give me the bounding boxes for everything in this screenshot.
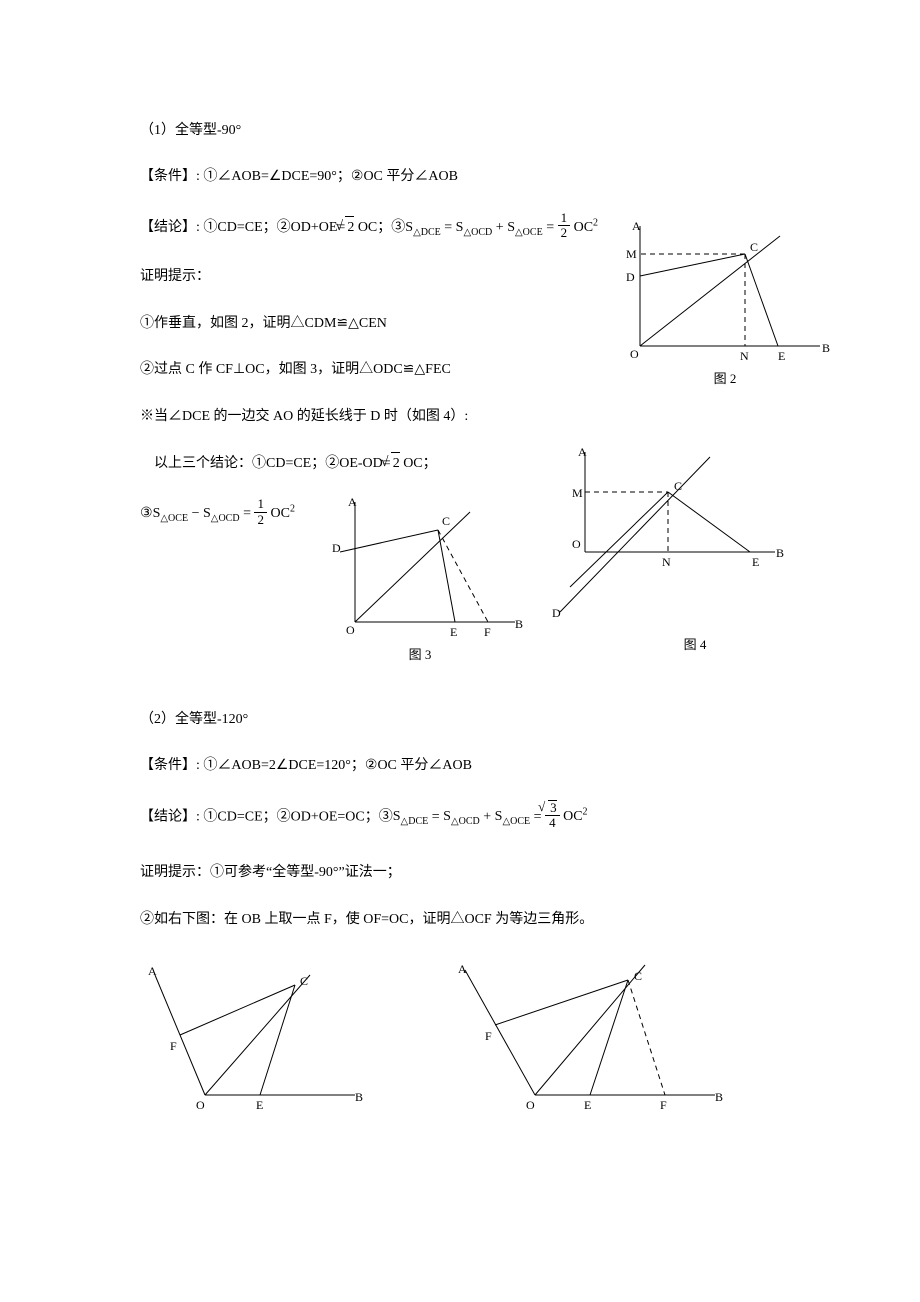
eq3: =: [240, 506, 255, 521]
svg-text:A: A: [458, 962, 467, 976]
figure-3: A D O C E F B 图 3: [310, 492, 530, 663]
section2-proof-2: ②如右下图：在 OB 上取一点 F，使 OF=OC，证明△OCF 为等边三角形。: [140, 909, 800, 931]
minus: −: [188, 506, 203, 521]
svg-text:B: B: [355, 1090, 363, 1104]
section1-heading: （1）全等型-90°: [140, 120, 800, 142]
svg-text:A: A: [148, 964, 157, 978]
eq2: =: [543, 220, 558, 235]
svg-text:E: E: [450, 625, 457, 639]
svg-text:C: C: [750, 240, 758, 254]
figure-4: A M O C N E B D 图 4: [540, 442, 790, 653]
svg-text:C: C: [634, 969, 642, 983]
svg-text:B: B: [515, 617, 523, 631]
oc-squared-3: OC2: [563, 809, 587, 824]
svg-text:O: O: [526, 1098, 535, 1112]
eq: =: [441, 220, 456, 235]
svg-text:E: E: [752, 555, 759, 569]
svg-text:B: B: [715, 1090, 723, 1104]
S-oce-2: S△OCE: [153, 506, 189, 521]
svg-text:F: F: [170, 1039, 177, 1053]
svg-text:M: M: [572, 486, 583, 500]
oc-squared: OC2: [574, 220, 598, 235]
res-label-2: 【结论】:: [140, 809, 200, 824]
res-label: 【结论】:: [140, 220, 200, 235]
svg-text:D: D: [552, 606, 561, 620]
svg-text:E: E: [256, 1098, 263, 1112]
svg-text:M: M: [626, 247, 637, 261]
svg-text:O: O: [346, 623, 355, 637]
svg-text:F: F: [660, 1098, 667, 1112]
S-dce: S△DCE: [405, 220, 441, 235]
svg-text:A: A: [632, 219, 641, 233]
svg-text:A: A: [348, 495, 357, 509]
svg-text:O: O: [572, 537, 581, 551]
svg-text:D: D: [332, 541, 341, 555]
svg-text:N: N: [740, 349, 749, 363]
sqrt2: 2: [345, 216, 354, 239]
svg-text:O: O: [196, 1098, 205, 1112]
svg-text:C: C: [674, 479, 682, 493]
svg-text:B: B: [776, 546, 784, 560]
section2-heading: （2）全等型-120°: [140, 709, 800, 731]
half-frac-2: 12: [254, 497, 267, 527]
res-part1: ①CD=CE；②OD+OE=: [203, 220, 345, 235]
fig3-caption: 图 3: [310, 644, 530, 663]
svg-text:D: D: [626, 270, 635, 284]
S-oce-s2: S△OCE: [495, 809, 531, 824]
cond-label-2: 【条件】:: [140, 758, 200, 773]
S-ocd-s2: S△OCD: [443, 809, 480, 824]
cond-label: 【条件】:: [140, 169, 200, 184]
figure-120-left: A C F O E B: [140, 955, 370, 1115]
res-oc: OC；③: [354, 220, 405, 235]
eq-s2: =: [428, 809, 443, 824]
section2-conditions: 【条件】: ①∠AOB=2∠DCE=120°；②OC 平分∠AOB: [140, 755, 800, 777]
cond-text-2: ①∠AOB=2∠DCE=120°；②OC 平分∠AOB: [203, 758, 472, 773]
svg-text:N: N: [662, 555, 671, 569]
section1-conditions: 【条件】: ①∠AOB=∠DCE=90°；②OC 平分∠AOB: [140, 166, 800, 188]
svg-text:B: B: [822, 341, 830, 355]
svg-text:A: A: [578, 445, 587, 459]
fig2-caption: 图 2: [610, 368, 840, 387]
plus-s2: +: [480, 809, 495, 824]
plus: +: [492, 220, 507, 235]
S-dce-2: S△DCE: [393, 809, 429, 824]
S-ocd: S△OCD: [456, 220, 493, 235]
svg-text:F: F: [484, 625, 491, 639]
S-ocd-2: S△OCD: [203, 506, 240, 521]
note-line: ※当∠DCE 的一边交 AO 的延长线于 D 时（如图 4）:: [140, 406, 800, 428]
svg-text:F: F: [485, 1029, 492, 1043]
cond-text: ①∠AOB=∠DCE=90°；②OC 平分∠AOB: [203, 169, 458, 184]
half-frac: 12: [558, 211, 571, 241]
svg-text:E: E: [778, 349, 785, 363]
section2-results: 【结论】: ①CD=CE；②OD+OE=OC；③S△DCE = S△OCD + …: [140, 802, 800, 833]
svg-text:C: C: [442, 514, 450, 528]
figure-2: A M D O C N E B 图 2: [610, 216, 840, 387]
res-part1-2: ①CD=CE；②OD+OE=OC；③: [203, 809, 392, 824]
S-oce: S△OCE: [507, 220, 543, 235]
figure-120-right: A C F O E F B: [450, 955, 730, 1115]
sqrt3-over-4: 34: [545, 800, 560, 831]
svg-text:C: C: [300, 974, 308, 988]
oc-squared-2: OC2: [270, 506, 294, 521]
svg-text:E: E: [584, 1098, 591, 1112]
svg-text:O: O: [630, 347, 639, 361]
section2-proof-hint: 证明提示：①可参考“全等型-90°”证法一；: [140, 862, 800, 884]
fig4-caption: 图 4: [600, 634, 790, 653]
